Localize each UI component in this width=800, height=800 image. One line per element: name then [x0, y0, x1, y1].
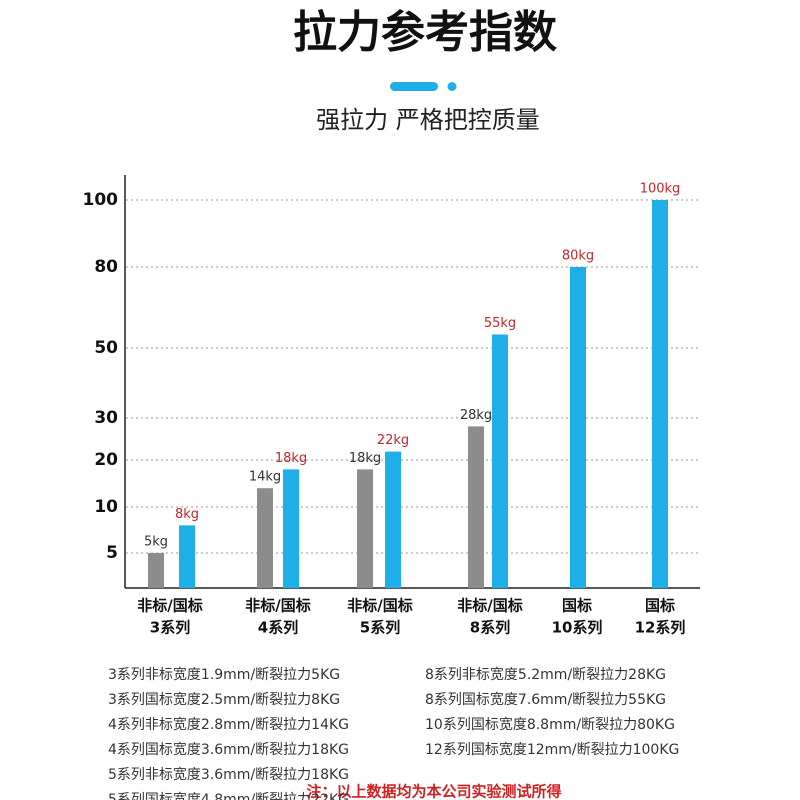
- note: 12系列国标宽度12mm/断裂拉力100KG: [425, 741, 679, 758]
- y-tick-label: 30: [94, 408, 118, 428]
- bar: [385, 451, 401, 588]
- note: 10系列国标宽度8.8mm/断裂拉力80KG: [425, 716, 675, 733]
- note: 4系列非标宽度2.8mm/断裂拉力14KG: [108, 716, 349, 733]
- x-tick-label: 4系列: [258, 619, 298, 637]
- value-label: 5kg: [144, 535, 168, 550]
- decor-dot: [447, 82, 457, 91]
- x-tick-label: 5系列: [360, 619, 400, 637]
- x-tick-label: 10系列: [552, 619, 603, 637]
- x-tick-label: 非标/国标: [245, 597, 310, 615]
- x-tick-label: 非标/国标: [347, 597, 412, 615]
- note: 4系列国标宽度3.6mm/断裂拉力18KG: [108, 741, 349, 758]
- value-label: 8kg: [175, 507, 199, 522]
- subtitle: 强拉力 严格把控质量: [316, 106, 540, 134]
- bar: [468, 426, 484, 588]
- x-tick-label: 3系列: [150, 619, 190, 637]
- note: 5系列非标宽度3.6mm/断裂拉力18KG: [108, 766, 349, 783]
- y-tick-label: 50: [94, 338, 118, 358]
- y-tick-label: 20: [94, 450, 118, 470]
- note: 5系列国标宽度4.8mm/断裂拉力22KG: [108, 791, 349, 800]
- note: 8系列国标宽度7.6mm/断裂拉力55KG: [425, 691, 666, 708]
- value-label: 55kg: [484, 316, 516, 331]
- bar: [652, 200, 668, 588]
- title: 拉力参考指数: [293, 7, 557, 58]
- y-tick-label: 10: [94, 497, 118, 517]
- value-label: 100kg: [640, 182, 681, 197]
- value-label: 80kg: [562, 249, 594, 264]
- value-label: 28kg: [460, 408, 492, 423]
- value-label: 14kg: [249, 470, 281, 485]
- bar: [257, 488, 273, 588]
- bar: [148, 553, 164, 588]
- bar: [179, 525, 195, 588]
- x-tick-label: 非标/国标: [137, 597, 202, 615]
- bar: [492, 334, 508, 588]
- y-tick-label: 5: [106, 543, 118, 563]
- value-label: 18kg: [349, 451, 381, 466]
- bar: [570, 267, 586, 588]
- bar: [357, 469, 373, 588]
- y-tick-label: 80: [94, 257, 118, 277]
- bar: [283, 469, 299, 588]
- x-tick-label: 国标: [645, 597, 675, 615]
- y-tick-label: 100: [83, 190, 119, 210]
- note: 8系列非标宽度5.2mm/断裂拉力28KG: [425, 666, 666, 683]
- x-tick-label: 8系列: [470, 619, 510, 637]
- x-tick-label: 国标: [562, 597, 592, 615]
- footnote: 注：以上数据均为本公司实验测试所得: [306, 783, 561, 800]
- x-tick-label: 非标/国标: [457, 597, 522, 615]
- note: 3系列非标宽度1.9mm/断裂拉力5KG: [108, 666, 340, 683]
- note: 3系列国标宽度2.5mm/断裂拉力8KG: [108, 691, 340, 708]
- value-label: 22kg: [377, 433, 409, 448]
- value-label: 18kg: [275, 451, 307, 466]
- x-tick-label: 12系列: [635, 619, 686, 637]
- decor-bar: [390, 82, 438, 91]
